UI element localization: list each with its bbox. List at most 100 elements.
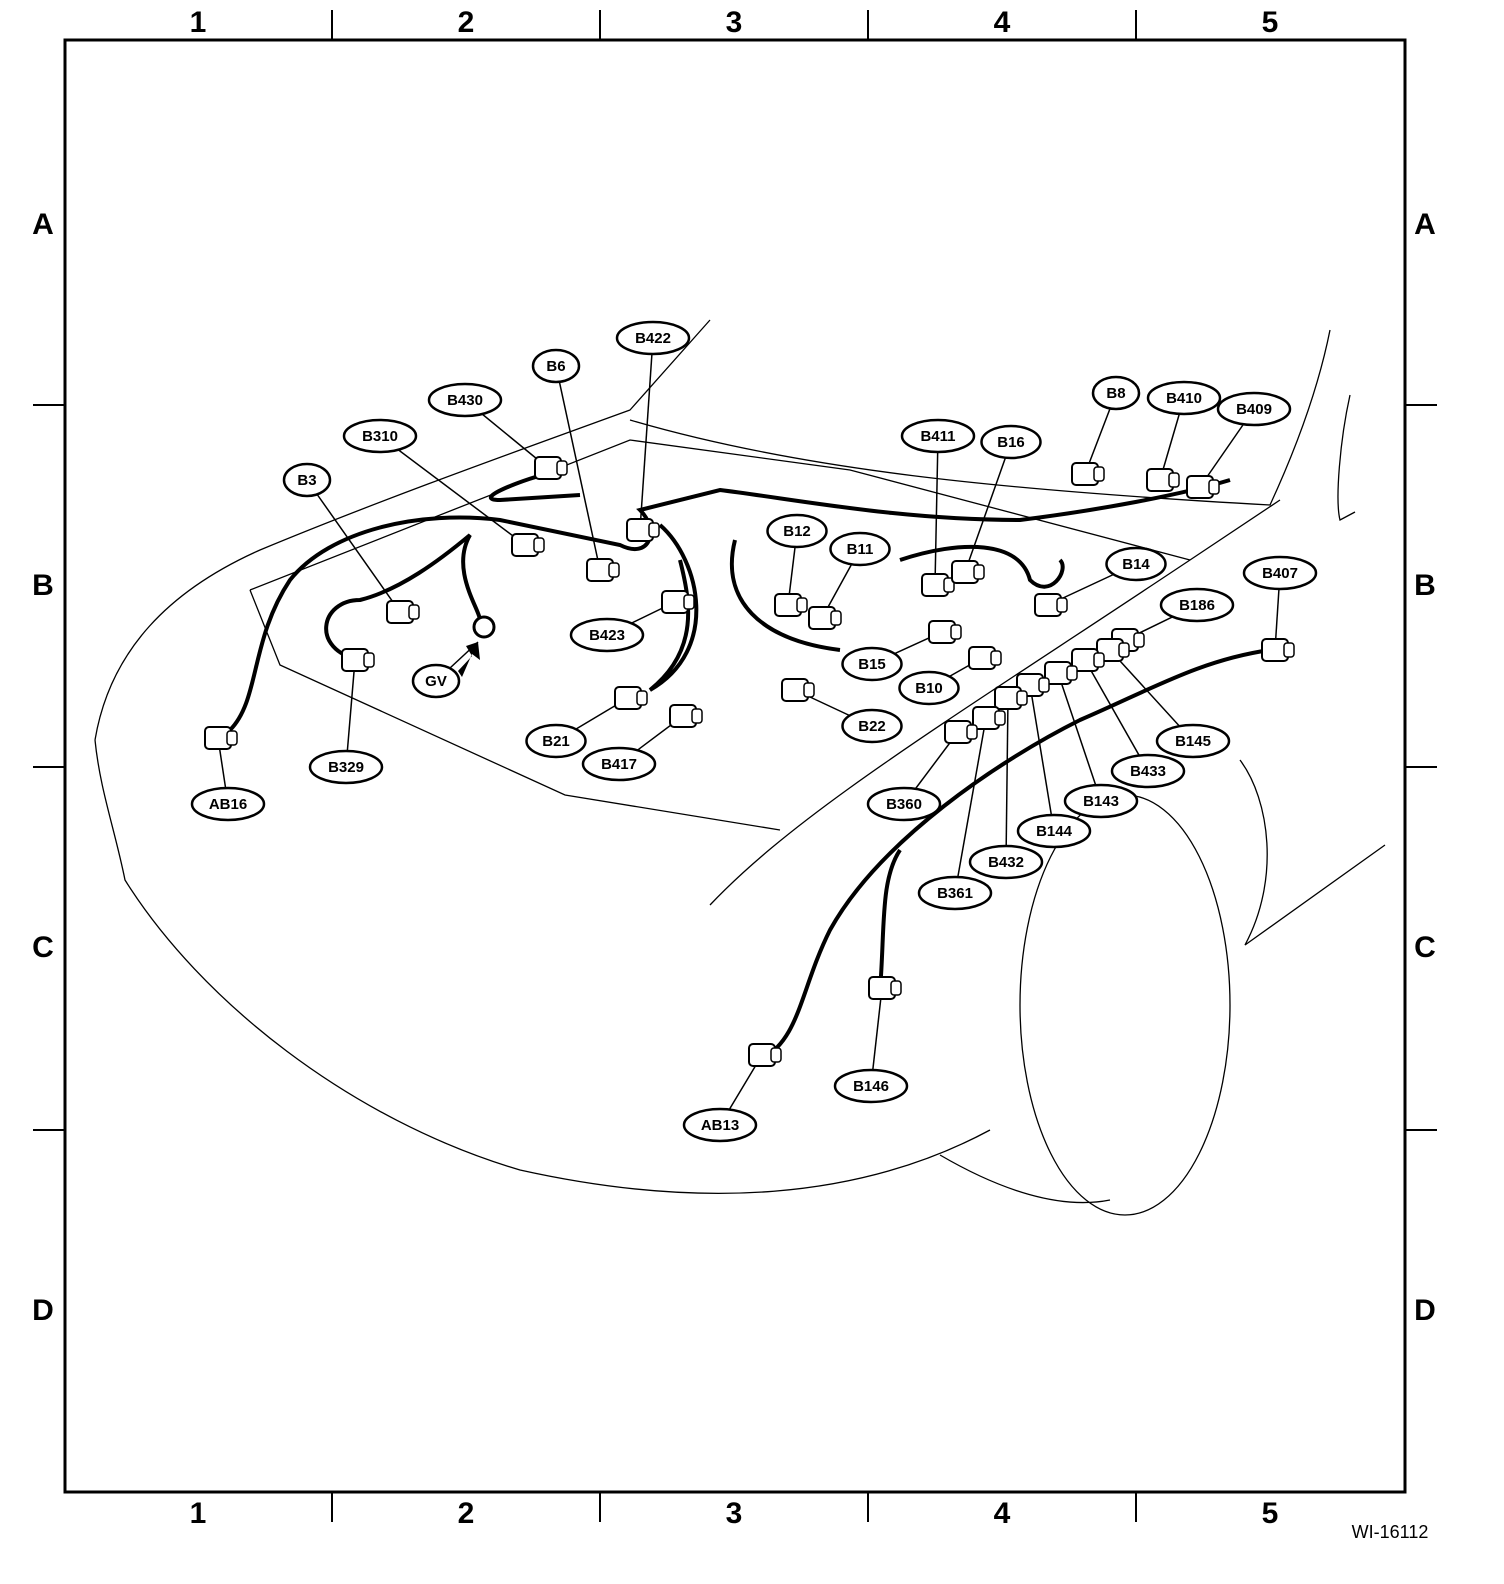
leader-line <box>1029 684 1055 832</box>
connector-tip <box>1168 472 1180 488</box>
connector-label: B310 <box>362 428 398 445</box>
connector-label: B422 <box>635 330 671 347</box>
connector-label: B430 <box>447 392 483 409</box>
row-label: A <box>32 208 54 241</box>
connector: B10 <box>898 646 1002 706</box>
vehicle-outline <box>94 319 1386 1216</box>
row-label: B <box>32 569 54 602</box>
connector-label: B143 <box>1083 793 1119 810</box>
label-ellipse <box>1110 753 1186 789</box>
connector: B143 <box>1044 661 1139 819</box>
connector: B410 <box>1146 380 1222 492</box>
connector: B3 <box>282 462 420 624</box>
connector: B430 <box>427 382 568 480</box>
ground-arrow <box>458 642 480 677</box>
leader-line <box>1057 672 1102 802</box>
connector-tip <box>1093 466 1105 482</box>
connector-label: B407 <box>1262 565 1298 582</box>
label-ellipse <box>766 513 828 549</box>
connector-tip <box>1283 642 1295 658</box>
label-ellipse <box>342 418 418 454</box>
leader-line <box>306 479 401 613</box>
connector-tip <box>556 460 568 476</box>
label-ellipse <box>968 844 1044 880</box>
connector-tip <box>796 597 808 613</box>
connector-tip <box>973 564 985 580</box>
column-label: 2 <box>458 1497 475 1530</box>
row-label: D <box>32 1294 54 1327</box>
connector: B11 <box>808 531 891 630</box>
column-label: 5 <box>1262 1497 1279 1530</box>
figure-code: WI-16112 <box>1352 1522 1429 1542</box>
column-label: 3 <box>726 6 743 39</box>
connector-label: B361 <box>937 885 973 902</box>
column-label: 3 <box>726 1497 743 1530</box>
leader-line <box>934 435 939 586</box>
leader-line <box>639 337 654 531</box>
connector-tip <box>1016 690 1028 706</box>
label-ellipse <box>1155 723 1231 759</box>
connector: B360 <box>866 720 978 822</box>
connector: B422 <box>615 320 691 542</box>
connector-tip <box>943 577 955 593</box>
label-ellipse <box>569 617 645 653</box>
leader-line <box>1084 659 1149 772</box>
connector-tip <box>226 730 238 746</box>
connector: AB13 <box>682 1043 782 1143</box>
label-ellipse <box>866 786 942 822</box>
connector-label: B433 <box>1130 763 1166 780</box>
connector-label: B360 <box>886 796 922 813</box>
connector-tip <box>683 594 695 610</box>
connector-label: B186 <box>1179 597 1215 614</box>
label-ellipse <box>1216 391 1292 427</box>
label-ellipse <box>190 786 266 822</box>
connector-label: B22 <box>858 718 886 735</box>
label-ellipse <box>1242 555 1318 591</box>
label-ellipse <box>841 646 903 682</box>
connector: AB16 <box>190 726 266 822</box>
connector-tip <box>1038 677 1050 693</box>
label-ellipse <box>1016 813 1092 849</box>
column-label: 4 <box>994 1497 1011 1530</box>
column-label: 2 <box>458 6 475 39</box>
label-ellipse <box>531 348 581 384</box>
connector-label: B411 <box>920 428 955 445</box>
connector-tip <box>533 537 545 553</box>
connector: B407 <box>1242 555 1318 662</box>
connector-label: B410 <box>1166 390 1202 407</box>
connector-label: B6 <box>546 358 565 375</box>
label-ellipse <box>682 1107 758 1143</box>
label-ellipse <box>841 708 903 744</box>
label-ellipse <box>615 320 691 356</box>
row-label: D <box>1414 1294 1436 1327</box>
connector: B432 <box>968 686 1044 880</box>
connector-label: B423 <box>589 627 625 644</box>
column-label: 1 <box>190 1497 207 1530</box>
label-ellipse <box>282 462 332 498</box>
connector-tip <box>691 708 703 724</box>
label-ellipse <box>525 723 587 759</box>
leader-line <box>954 717 987 894</box>
row-label: C <box>1414 931 1436 964</box>
label-ellipse <box>1159 587 1235 623</box>
connector-label: B432 <box>988 854 1024 871</box>
column-label: 1 <box>190 6 207 39</box>
connector-tip <box>1066 665 1078 681</box>
connector-label: B146 <box>853 1078 889 1095</box>
connector-tip <box>890 980 902 996</box>
connector: B409 <box>1186 391 1292 499</box>
connector-label: B409 <box>1236 401 1272 418</box>
connector-label: GV <box>425 673 447 690</box>
connector-tip <box>966 724 978 740</box>
connector: B433 <box>1071 648 1186 789</box>
connector-tip <box>770 1047 782 1063</box>
connector-tip <box>608 562 620 578</box>
connector-tip <box>1056 597 1068 613</box>
connector: B14 <box>1034 546 1167 617</box>
connector: B329 <box>308 648 384 785</box>
connector-tip <box>990 650 1002 666</box>
leader-line <box>379 435 526 546</box>
connector-tip <box>363 652 375 668</box>
connector: B16 <box>951 424 1042 584</box>
